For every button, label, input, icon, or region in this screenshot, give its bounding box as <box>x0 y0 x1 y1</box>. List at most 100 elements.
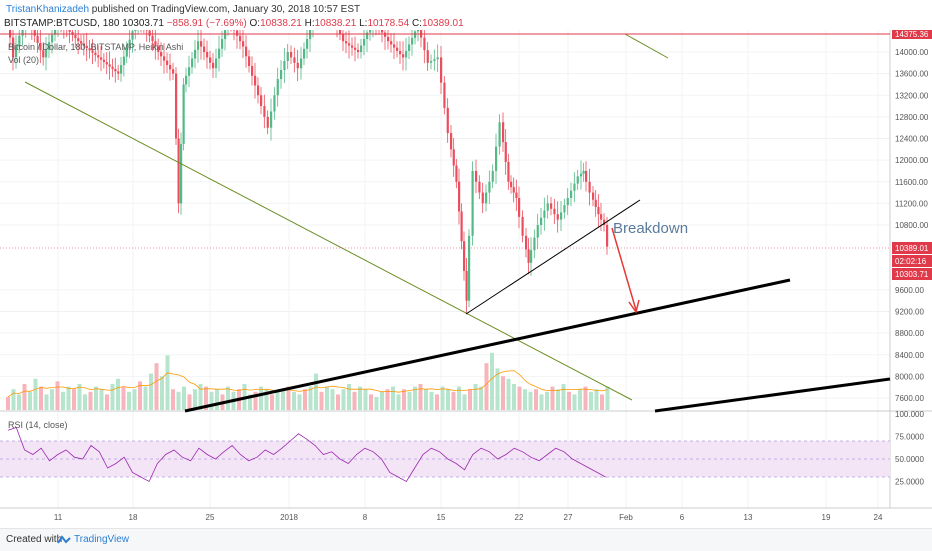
candle-body <box>117 71 119 73</box>
price-chart[interactable]: Breakdown 14000.0013600.0013200.0012800.… <box>0 30 932 530</box>
candle-body <box>530 250 532 263</box>
publish-line: TristanKhanizadeh published on TradingVi… <box>6 4 360 15</box>
tradingview-brand-link[interactable]: TradingView <box>74 534 129 545</box>
candle-body <box>417 30 419 31</box>
high-value: 10838.21 <box>315 18 357 29</box>
candle-body <box>100 57 102 59</box>
volume-bar <box>45 394 49 410</box>
candle-body <box>74 35 76 38</box>
candle-body <box>427 50 429 63</box>
candle-body <box>499 122 501 146</box>
candle-body <box>169 65 171 69</box>
candle-body <box>543 211 545 218</box>
candle-body <box>414 31 416 37</box>
volume-bar <box>545 392 549 410</box>
volume-bar <box>320 392 324 410</box>
volume-bar <box>397 394 401 410</box>
candle-body <box>405 51 407 57</box>
candle-body <box>123 57 125 65</box>
candle-body <box>248 56 250 66</box>
volume-bar <box>50 389 54 410</box>
volume-bar <box>589 392 593 410</box>
price-tick-label: 14000.00 <box>895 48 929 57</box>
candle-body <box>450 133 452 149</box>
candle-body <box>245 47 247 57</box>
volume-bar <box>391 387 395 410</box>
candle-body <box>360 46 362 52</box>
candle-body <box>455 166 457 182</box>
volume-bar <box>540 394 544 410</box>
time-tick-label: 11 <box>54 513 63 522</box>
rsi-tick-label: 75.0000 <box>895 433 924 442</box>
candle-body <box>528 249 530 263</box>
volume-bar <box>408 392 412 410</box>
volume-bar <box>380 392 384 410</box>
candle-body <box>570 191 572 198</box>
candle-body <box>600 214 602 219</box>
price-tick-label: 11200.00 <box>895 199 928 208</box>
candle-body <box>172 69 174 73</box>
publish-info: published on TradingView.com, January 30… <box>89 4 360 15</box>
candle-body <box>149 30 151 35</box>
candle-body <box>215 58 217 68</box>
author-link[interactable]: TristanKhanizadeh <box>6 4 89 15</box>
candle-body <box>577 176 579 183</box>
volume-bar <box>17 394 21 410</box>
candle-body <box>540 218 542 225</box>
long-trendline <box>25 82 632 400</box>
volume-bar <box>303 389 307 410</box>
candle-body <box>550 203 552 208</box>
price-tick-label: 12800.00 <box>895 113 929 122</box>
volume-bar <box>28 392 32 410</box>
candle-body <box>103 60 105 62</box>
candle-body <box>357 50 359 52</box>
candle-body <box>463 241 465 271</box>
created-with-label: Created with <box>6 534 62 545</box>
price-tick-label: 8400.00 <box>895 351 924 360</box>
volume-bar <box>160 376 164 410</box>
candle-body <box>393 44 395 47</box>
candle-body <box>309 30 311 39</box>
volume-bar <box>369 394 373 410</box>
candle-body <box>363 39 365 45</box>
volume-bar <box>452 392 456 410</box>
candle-body <box>303 49 305 59</box>
candle-body <box>106 62 108 64</box>
volume-bar <box>595 389 599 410</box>
candle-body <box>482 193 484 204</box>
candle-body <box>109 64 111 66</box>
price-tick-label: 13600.00 <box>895 70 929 79</box>
candle-body <box>194 50 196 59</box>
candle-body <box>440 57 442 82</box>
volume-bar <box>61 392 65 410</box>
time-tick-label: 8 <box>363 513 368 522</box>
candle-body <box>533 238 535 251</box>
candle-body <box>475 171 477 182</box>
volume-bar <box>518 387 522 410</box>
volume-bar <box>419 384 423 410</box>
candles <box>6 30 608 314</box>
close-label: C: <box>412 18 422 29</box>
candle-body <box>151 36 153 41</box>
candle-body <box>345 41 347 43</box>
volume-bar <box>468 389 472 410</box>
volume-bar <box>529 392 533 410</box>
open-value: 10838.21 <box>260 18 302 29</box>
candle-body <box>218 49 220 59</box>
price-tick-label: 12400.00 <box>895 135 929 144</box>
candle-body <box>478 182 480 193</box>
volume-bar <box>501 376 505 410</box>
open-label: O: <box>250 18 261 29</box>
volume-bar <box>441 387 445 410</box>
volume-bar <box>72 389 76 410</box>
candle-body <box>390 41 392 44</box>
volume-bar <box>226 387 230 410</box>
price-tick-label: 12000.00 <box>895 156 929 165</box>
volume-bar <box>600 394 604 410</box>
chart-header: TristanKhanizadeh published on TradingVi… <box>0 0 932 30</box>
candle-body <box>557 214 559 219</box>
candle-body <box>69 30 71 32</box>
time-tick-label: 19 <box>822 513 831 522</box>
upper-trendline <box>625 34 668 58</box>
